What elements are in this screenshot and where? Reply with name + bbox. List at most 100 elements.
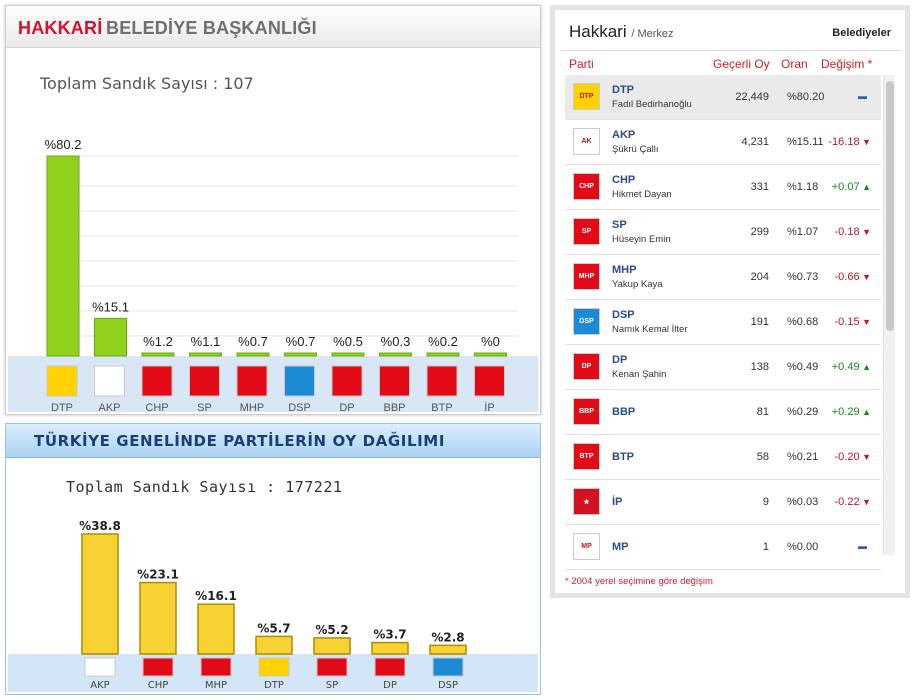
valid-votes: 191 — [750, 316, 769, 328]
vote-change: -0.18 ▼ — [835, 226, 872, 238]
data-label: %5.2 — [315, 623, 348, 637]
arrow-down-icon: ▼ — [859, 317, 871, 327]
arrow-down-icon: ▼ — [859, 452, 871, 462]
bar-AKP — [81, 533, 119, 655]
table-row[interactable]: DTP DTP Fadıl Bedirhanoğlu 22,449 %80.20 ▬ — [565, 75, 881, 120]
col-ratio: Oran — [781, 57, 808, 71]
arrow-down-icon: ▼ — [859, 272, 871, 282]
category-label: BBP — [383, 402, 405, 414]
candidate-name: Fadıl Bedirhanoğlu — [612, 99, 692, 110]
vote-ratio: %0.68 — [787, 316, 819, 328]
dp-logo-icon — [331, 365, 363, 397]
no-change-icon: ▬ — [858, 91, 867, 101]
i̇p-logo-icon: ★ — [573, 488, 600, 515]
chp-logo-icon: CHP — [573, 173, 600, 200]
no-change-icon: ▬ — [858, 541, 867, 551]
vote-change: +0.49 ▲ — [832, 361, 871, 373]
bar-SP — [313, 637, 351, 655]
vote-change: -0.22 ▼ — [835, 496, 872, 508]
btp-logo-icon: BTP — [573, 443, 600, 470]
party-name: DP — [612, 354, 628, 366]
change-value: -0.15 — [834, 316, 860, 328]
logo-strip — [8, 356, 538, 412]
vote-change: ▬ — [858, 541, 867, 551]
valid-votes: 1 — [762, 541, 769, 553]
change-value: -0.20 — [834, 451, 860, 463]
table-row[interactable]: SP SP Hüseyin Emin 299 %1.07 -0.18 ▼ — [565, 210, 881, 255]
table-row[interactable]: MHP MHP Yakup Kaya 204 %0.73 -0.66 ▼ — [565, 255, 881, 300]
category-label: DSP — [438, 680, 458, 691]
bar-DP — [371, 641, 409, 655]
results-city: Hakkari — [569, 22, 627, 41]
arrow-down-icon: ▼ — [859, 137, 871, 147]
bar-MHP — [197, 603, 235, 655]
vote-ratio: %1.07 — [787, 226, 819, 238]
local-title-city: HAKKARİ — [18, 18, 103, 38]
akp-logo-icon — [94, 365, 125, 397]
data-label: %5.7 — [257, 621, 290, 635]
vote-ratio: %0.49 — [787, 361, 819, 373]
dsp-logo-icon — [284, 365, 315, 397]
table-row[interactable]: ★ İP 9 %0.03 -0.22 ▼ — [565, 480, 881, 525]
table-row[interactable]: DSP DSP Namık Kemal İlter 191 %0.68 -0.15 ▼ — [565, 300, 881, 345]
category-label: İP — [484, 401, 494, 414]
vote-change: ▬ — [858, 91, 867, 101]
change-value: -16.18 — [828, 136, 860, 148]
category-label: MHP — [240, 402, 264, 414]
vote-ratio: %1.18 — [787, 181, 819, 193]
arrow-down-icon: ▼ — [859, 227, 871, 237]
vote-change: -0.20 ▼ — [835, 451, 872, 463]
bbp-logo-icon: BBP — [573, 398, 600, 425]
scrollbar-thumb[interactable] — [886, 81, 894, 331]
header-divider — [561, 50, 901, 51]
valid-votes: 331 — [750, 181, 769, 193]
vote-change: -16.18 ▼ — [828, 136, 871, 148]
party-name: DTP — [612, 84, 634, 96]
scrollbar[interactable] — [883, 75, 895, 555]
bar-DTP — [255, 635, 293, 655]
national-title: TÜRKİYE GENELİNDE PARTİLERİN OY DAĞILIMI — [34, 432, 445, 450]
bar-BTP — [426, 352, 460, 357]
vote-ratio: %0.00 — [787, 541, 819, 553]
table-row[interactable]: BBP BBP 81 %0.29 +0.29 ▲ — [565, 390, 881, 435]
bar-DSP — [429, 644, 467, 655]
party-name: MHP — [612, 264, 637, 276]
valid-votes: 58 — [756, 451, 769, 463]
category-label: BTP — [431, 402, 452, 414]
i̇p-logo-icon — [474, 365, 505, 397]
results-location: Hakkari / Merkez — [569, 22, 674, 42]
dp-logo-icon: DP — [573, 353, 600, 380]
category-label: DP — [339, 402, 354, 414]
table-row[interactable]: CHP CHP Hikmet Dayan 331 %1.18 +0.07 ▲ — [565, 165, 881, 210]
sp-logo-icon — [316, 657, 348, 677]
national-total-boxes: Toplam Sandık Sayısı : 177221 — [66, 478, 343, 496]
vote-ratio: %0.21 — [787, 451, 819, 463]
akp-logo-icon — [84, 657, 116, 677]
local-header: HAKKARİ BELEDİYE BAŞKANLIĞI — [6, 6, 540, 48]
bbp-logo-icon — [379, 365, 410, 397]
tab-belediyeler[interactable]: Belediyeler — [832, 27, 891, 39]
table-row[interactable]: MP MP 1 %0.00 ▬ — [565, 525, 881, 570]
akp-logo-icon: AK — [573, 128, 600, 155]
table-row[interactable]: DP DP Kenan Şahin 138 %0.49 +0.49 ▲ — [565, 345, 881, 390]
vote-change: -0.66 ▼ — [835, 271, 872, 283]
col-change: Değişim * — [821, 57, 873, 71]
bar-BBP — [379, 352, 412, 357]
data-label: %1.1 — [191, 334, 221, 349]
table-row[interactable]: BTP BTP 58 %0.21 -0.20 ▼ — [565, 435, 881, 480]
valid-votes: 138 — [750, 361, 769, 373]
bar-DTP — [46, 155, 80, 357]
data-label: %2.8 — [431, 630, 464, 644]
vote-ratio: %0.73 — [787, 271, 819, 283]
category-label: DP — [383, 680, 397, 691]
arrow-up-icon: ▲ — [859, 182, 871, 192]
col-party: Parti — [569, 57, 594, 71]
results-table-panel: Hakkari / Merkez Belediyeler Parti Geçer… — [550, 5, 910, 598]
valid-votes: 22,449 — [735, 91, 769, 103]
arrow-up-icon: ▲ — [859, 407, 871, 417]
vote-change: +0.07 ▲ — [832, 181, 871, 193]
table-row[interactable]: AK AKP Şükrü Çallı 4,231 %15.11 -16.18 ▼ — [565, 120, 881, 165]
bar-AKP — [94, 317, 127, 357]
vote-change: -0.15 ▼ — [835, 316, 872, 328]
national-header: TÜRKİYE GENELİNDE PARTİLERİN OY DAĞILIMI — [6, 424, 540, 458]
